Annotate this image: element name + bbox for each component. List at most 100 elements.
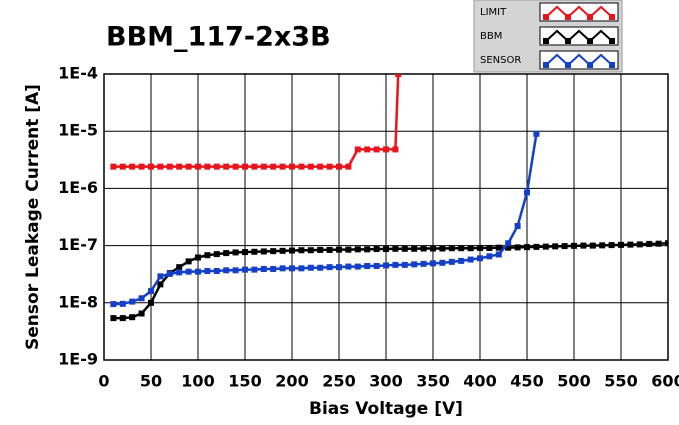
data-point [345, 263, 352, 270]
data-point [326, 163, 333, 170]
data-point [477, 244, 483, 251]
data-point [571, 242, 577, 249]
data-point [345, 246, 352, 253]
data-point [138, 163, 145, 170]
data-point [486, 244, 493, 251]
x-tick-label: 150 [228, 372, 261, 391]
data-point [232, 249, 239, 256]
x-tick-label: 500 [557, 372, 590, 391]
x-tick-label: 450 [510, 372, 543, 391]
data-point [608, 242, 615, 249]
data-point [401, 261, 408, 268]
data-point [495, 244, 502, 251]
data-point [392, 146, 399, 153]
data-point [176, 163, 183, 170]
data-point [383, 262, 389, 269]
data-point [195, 254, 201, 261]
data-point [439, 245, 446, 252]
x-tick-label: 550 [604, 372, 637, 391]
data-point [514, 244, 521, 251]
x-tick-label: 200 [275, 372, 308, 391]
y-tick-label: 1E-6 [58, 178, 98, 197]
data-point [467, 245, 474, 252]
data-point [138, 310, 145, 317]
data-point [251, 266, 258, 273]
legend-marker [565, 38, 571, 44]
y-tick-label: 1E-8 [58, 292, 98, 311]
x-tick-label: 300 [369, 372, 402, 391]
legend-marker [565, 14, 571, 20]
data-point [411, 261, 418, 268]
x-tick-label: 400 [463, 372, 496, 391]
data-point [242, 249, 248, 256]
x-tick-label: 350 [416, 372, 449, 391]
data-point [420, 245, 427, 252]
data-point [336, 246, 342, 253]
data-point [336, 264, 342, 271]
data-point [458, 245, 465, 252]
data-point [129, 314, 136, 321]
data-point [326, 246, 333, 253]
data-point [260, 163, 267, 170]
data-point [279, 247, 286, 254]
data-point [430, 260, 436, 267]
data-point [336, 163, 342, 170]
data-point [383, 146, 389, 153]
data-point [223, 250, 230, 257]
data-point [251, 248, 258, 255]
data-point [223, 163, 230, 170]
data-point [401, 245, 408, 252]
data-point [326, 264, 333, 271]
legend-swatch-box [539, 50, 619, 70]
data-point [279, 163, 286, 170]
data-point [430, 245, 436, 252]
data-point [185, 163, 192, 170]
data-point [627, 241, 634, 248]
data-point [176, 269, 183, 276]
data-point [307, 163, 314, 170]
data-point [166, 270, 173, 277]
data-point [383, 246, 389, 253]
data-point [542, 243, 549, 250]
data-point [270, 248, 277, 255]
data-point [204, 252, 211, 259]
legend-marker [543, 38, 549, 44]
data-point [580, 242, 587, 249]
data-point [119, 315, 126, 322]
legend-swatch [545, 29, 613, 43]
x-tick-label: 100 [181, 372, 214, 391]
data-point [467, 256, 474, 263]
legend-label: LIMIT [480, 7, 507, 18]
data-point [439, 259, 446, 266]
data-point [354, 246, 361, 253]
y-tick-label: 1E-9 [58, 350, 98, 369]
data-point [157, 281, 164, 288]
data-point [655, 240, 662, 247]
data-point [148, 163, 154, 170]
data-point [166, 163, 173, 170]
y-tick-label: 1E-7 [58, 235, 98, 254]
data-point [260, 248, 267, 255]
data-point [317, 264, 324, 271]
data-point [279, 265, 286, 272]
data-point [364, 146, 371, 153]
data-point [317, 246, 324, 253]
data-point [185, 258, 192, 265]
data-point [129, 163, 136, 170]
data-point [260, 265, 267, 272]
data-point [289, 247, 295, 254]
data-point [270, 265, 277, 272]
data-point [533, 130, 540, 137]
data-point [505, 240, 512, 247]
x-tick-label: 250 [322, 372, 355, 391]
data-point [110, 301, 117, 308]
legend-marker [587, 62, 593, 68]
data-point [599, 242, 606, 249]
data-point [213, 267, 220, 274]
data-point [354, 146, 361, 153]
data-point [458, 257, 465, 264]
data-point [505, 244, 512, 251]
data-point [373, 146, 380, 153]
data-point [533, 243, 540, 250]
chart-title: BBM_117-2x3B [106, 22, 331, 53]
